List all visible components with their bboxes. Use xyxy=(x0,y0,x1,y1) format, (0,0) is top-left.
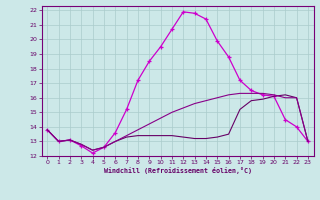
X-axis label: Windchill (Refroidissement éolien,°C): Windchill (Refroidissement éolien,°C) xyxy=(104,167,252,174)
